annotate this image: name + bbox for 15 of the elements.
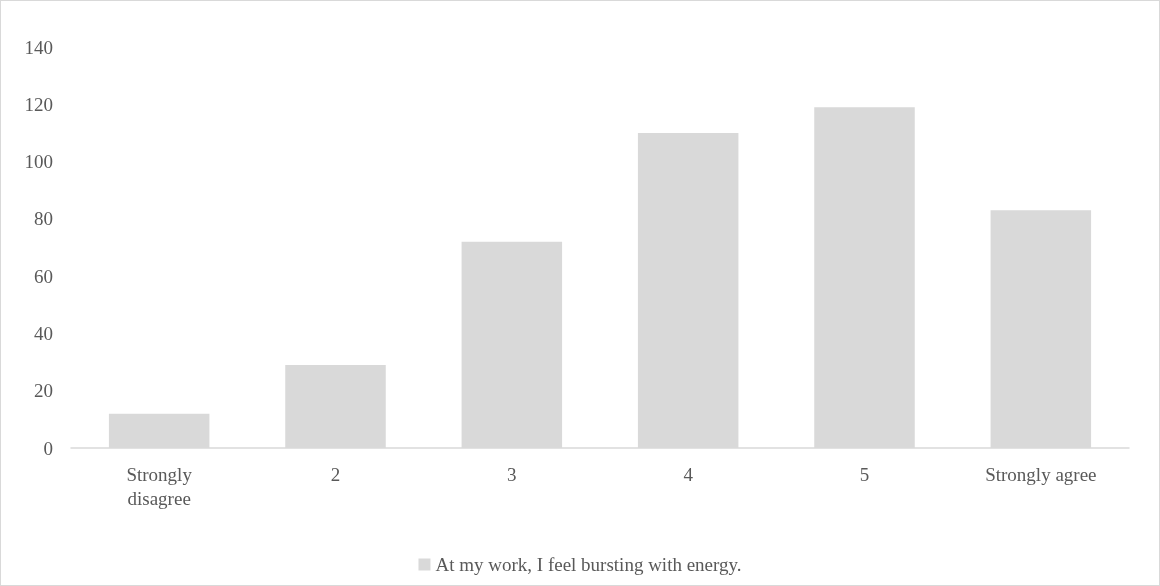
y-tick-label: 40 — [34, 322, 53, 344]
y-tick-label: 20 — [34, 380, 53, 402]
x-tick-label: Strongly agree — [985, 463, 1097, 485]
x-tick-label: 3 — [507, 463, 517, 485]
x-tick-label: 2 — [330, 463, 341, 485]
legend-label: At my work, I feel bursting with energy. — [435, 554, 742, 575]
y-tick-label: 60 — [34, 265, 53, 287]
x-tick-label: 4 — [683, 463, 694, 485]
y-tick-label: 140 — [24, 36, 53, 58]
y-tick-label: 120 — [24, 93, 53, 115]
y-tick-label: 0 — [43, 437, 53, 459]
x-tick-label: Strongly disagree — [126, 463, 193, 509]
y-tick-label: 80 — [34, 208, 53, 230]
x-tick-label: 5 — [859, 463, 870, 485]
y-tick-label: 100 — [24, 151, 53, 173]
